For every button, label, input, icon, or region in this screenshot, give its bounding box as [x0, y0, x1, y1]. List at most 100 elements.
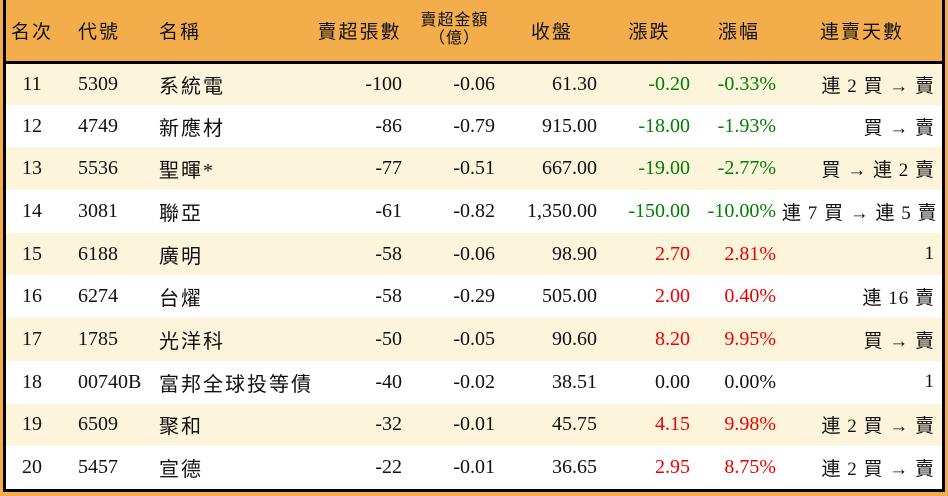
column-header-amount: 賣超金額 （億） — [408, 0, 501, 64]
table-row: 15 6188 廣明 -58 -0.06 98.90 2.70 2.81% 1 — [6, 232, 942, 276]
code-cell: 5536 — [78, 157, 118, 180]
code-cell: 5309 — [78, 72, 118, 95]
column-header-name: 名稱 — [153, 0, 311, 64]
change-pct-cell: 0.40% — [724, 285, 776, 308]
amount-cell: -0.01 — [453, 456, 495, 479]
sell-over-ranking-table-frame: 名次 代號 名稱 賣超張數 賣超金額 （億） 收盤 漲跌 漲幅 連賣天數 11 … — [3, 0, 945, 492]
code-cell: 00740B — [78, 370, 142, 393]
header-row: 名次 代號 名稱 賣超張數 賣超金額 （億） 收盤 漲跌 漲幅 連賣天數 — [6, 0, 942, 64]
volume-cell: -86 — [375, 114, 402, 137]
table-row: 11 5309 系統電 -100 -0.06 61.30 -0.20 -0.33… — [6, 62, 942, 105]
table-row: 16 6274 台燿 -58 -0.29 505.00 2.00 0.40% 連… — [6, 275, 942, 319]
close-cell: 61.30 — [552, 72, 597, 95]
table-body: 1 1 5309 系統電 -100 -0.06 61.30 -0.20 -0.33… — [6, 62, 942, 489]
name-cell: 聖暉* — [159, 160, 215, 183]
code-cell: 5457 — [78, 456, 118, 479]
change-cell: 2.70 — [655, 242, 690, 265]
days-cell: 連 2 買 → 賣 — [821, 75, 935, 97]
days-cell: 1 — [924, 243, 935, 265]
rank-cell: 18 — [22, 370, 42, 393]
volume-cell: -61 — [375, 199, 402, 222]
change-pct-cell: 2.81% — [724, 242, 776, 265]
change-pct-cell: 0.00% — [724, 370, 776, 393]
amount-cell: -0.29 — [453, 285, 495, 308]
days-cell: 連 16 賣 — [862, 288, 935, 310]
amount-cell: -0.05 — [453, 327, 495, 350]
change-cell: -19.00 — [638, 157, 690, 180]
amount-cell: -0.01 — [453, 413, 495, 436]
close-cell: 1,350.00 — [527, 199, 597, 222]
change-cell: 0.00 — [655, 370, 690, 393]
volume-cell: -22 — [375, 456, 402, 479]
amount-cell: -0.51 — [453, 157, 495, 180]
days-cell: 買 → 賣 — [863, 330, 935, 352]
change-pct-cell: 8.75% — [724, 456, 776, 479]
rank-cell: 17 — [22, 327, 42, 350]
amount-cell: -0.06 — [453, 72, 495, 95]
rank-cell: 13 — [22, 157, 42, 180]
code-cell: 1785 — [78, 327, 118, 350]
close-cell: 90.60 — [552, 327, 597, 350]
column-header-change-pct: 漲幅 — [696, 0, 782, 64]
volume-cell: -77 — [375, 157, 402, 180]
close-cell: 38.51 — [552, 370, 597, 393]
change-pct-cell: 9.95% — [724, 327, 776, 350]
close-cell: 98.90 — [552, 242, 597, 265]
column-header-amount-line1: 賣超金額 — [420, 11, 489, 29]
column-header-days: 連賣天數 — [782, 0, 942, 64]
days-cell: 連 2 買 → 賣 — [821, 459, 935, 481]
code-cell: 3081 — [78, 199, 118, 222]
change-cell: -18.00 — [638, 114, 690, 137]
name-cell: 台燿 — [159, 288, 203, 311]
change-pct-cell: -0.33% — [717, 72, 776, 95]
table-header: 名次 代號 名稱 賣超張數 賣超金額 （億） 收盤 漲跌 漲幅 連賣天數 — [6, 0, 942, 64]
table-row: 17 1785 光洋科 -50 -0.05 90.60 8.20 9.95% 買… — [6, 318, 942, 361]
amount-cell: -0.82 — [453, 199, 495, 222]
rank-cell: 19 — [22, 413, 42, 436]
table-row: 18 00740B 富邦全球投等債 -40 -0.02 38.51 0.00 0… — [6, 360, 942, 404]
change-pct-cell: 9.98% — [724, 413, 776, 436]
close-cell: 915.00 — [542, 114, 597, 137]
volume-cell: -58 — [375, 242, 402, 265]
name-cell: 系統電 — [159, 75, 225, 98]
code-cell: 6188 — [78, 242, 118, 265]
change-pct-cell: -2.77% — [717, 157, 776, 180]
column-header-rank: 名次 — [6, 0, 58, 64]
change-cell: -0.20 — [648, 72, 690, 95]
change-cell: 2.95 — [655, 456, 690, 479]
volume-cell: -32 — [375, 413, 402, 436]
amount-cell: -0.06 — [453, 242, 495, 265]
name-cell: 光洋科 — [159, 330, 225, 353]
volume-cell: -40 — [375, 370, 402, 393]
days-cell: 連 2 買 → 賣 — [821, 416, 935, 438]
name-cell: 廣明 — [159, 245, 203, 268]
table-row: 19 6509 聚和 -32 -0.01 45.75 4.15 9.98% 連 … — [6, 403, 942, 447]
column-header-volume: 賣超張數 — [311, 0, 408, 64]
close-cell: 45.75 — [552, 413, 597, 436]
column-header-amount-line2: （億） — [428, 30, 480, 48]
rank-cell: 12 — [22, 114, 42, 137]
rank-cell: 14 — [22, 199, 42, 222]
name-cell: 富邦全球投等債 — [159, 373, 313, 396]
table-row: 12 4749 新應材 -86 -0.79 915.00 -18.00 -1.9… — [6, 104, 942, 148]
volume-cell: -100 — [365, 72, 402, 95]
volume-cell: -50 — [375, 327, 402, 350]
days-cell: 買 → 賣 — [863, 117, 935, 139]
column-header-close: 收盤 — [501, 0, 603, 64]
days-cell: 1 — [924, 371, 935, 393]
change-pct-cell: -1.93% — [717, 114, 776, 137]
sell-over-ranking-table: 名次 代號 名稱 賣超張數 賣超金額 （億） 收盤 漲跌 漲幅 連賣天數 11 … — [6, 0, 942, 489]
volume-cell: -58 — [375, 285, 402, 308]
column-header-change: 漲跌 — [603, 0, 696, 64]
table-row: 13 5536 聖暉* -77 -0.51 667.00 -19.00 -2.7… — [6, 147, 942, 191]
code-cell: 6274 — [78, 285, 118, 308]
name-cell: 聯亞 — [159, 202, 203, 225]
name-cell: 宣德 — [159, 459, 203, 482]
change-cell: -150.00 — [628, 199, 690, 222]
close-cell: 36.65 — [552, 456, 597, 479]
change-cell: 8.20 — [655, 327, 690, 350]
code-cell: 4749 — [78, 114, 118, 137]
days-cell: 連 7 買 → 連 5 賣 — [782, 202, 938, 224]
change-cell: 2.00 — [655, 285, 690, 308]
rank-cell: 16 — [22, 285, 42, 308]
